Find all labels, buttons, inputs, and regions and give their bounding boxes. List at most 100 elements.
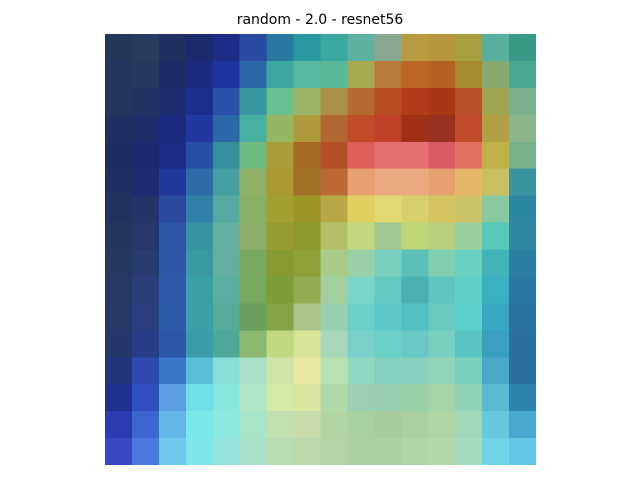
- heatmap-pixel: [294, 276, 321, 303]
- heatmap-pixel: [132, 250, 159, 277]
- heatmap-pixel: [455, 196, 482, 223]
- heatmap-pixel: [213, 61, 240, 88]
- heatmap-pixel: [455, 250, 482, 277]
- heatmap-pixel: [186, 330, 213, 357]
- heatmap-pixel: [509, 330, 536, 357]
- heatmap-pixel: [347, 330, 374, 357]
- heatmap-pixel: [374, 61, 401, 88]
- heatmap-pixel: [321, 303, 348, 330]
- heatmap-pixel-grid: [105, 34, 536, 465]
- heatmap-pixel: [132, 196, 159, 223]
- heatmap-pixel: [455, 61, 482, 88]
- heatmap-pixel: [374, 303, 401, 330]
- heatmap-pixel: [105, 357, 132, 384]
- heatmap-pixel: [347, 303, 374, 330]
- heatmap-pixel: [267, 142, 294, 169]
- heatmap-pixel: [186, 196, 213, 223]
- heatmap-pixel: [159, 357, 186, 384]
- heatmap-pixel: [132, 88, 159, 115]
- heatmap-pixel: [240, 438, 267, 465]
- heatmap-pixel: [105, 438, 132, 465]
- heatmap-pixel: [428, 196, 455, 223]
- heatmap-pixel: [401, 196, 428, 223]
- heatmap-pixel: [428, 115, 455, 142]
- heatmap-pixel: [401, 61, 428, 88]
- heatmap-pixel: [240, 61, 267, 88]
- heatmap-pixel: [347, 34, 374, 61]
- heatmap-pixel: [294, 115, 321, 142]
- heatmap-pixel: [186, 276, 213, 303]
- heatmap-pixel: [482, 223, 509, 250]
- heatmap-pixel: [105, 88, 132, 115]
- heatmap-pixel: [132, 61, 159, 88]
- heatmap-pixel: [240, 142, 267, 169]
- heatmap-pixel: [186, 223, 213, 250]
- heatmap-pixel: [321, 61, 348, 88]
- heatmap-pixel: [401, 438, 428, 465]
- heatmap-pixel: [509, 61, 536, 88]
- heatmap-pixel: [482, 115, 509, 142]
- heatmap-pixel: [294, 196, 321, 223]
- heatmap-pixel: [321, 142, 348, 169]
- heatmap-pixel: [455, 169, 482, 196]
- heatmap-pixel: [428, 438, 455, 465]
- heatmap-pixel: [159, 276, 186, 303]
- heatmap-pixel: [428, 384, 455, 411]
- heatmap-pixel: [294, 438, 321, 465]
- heatmap-pixel: [401, 223, 428, 250]
- heatmap-pixel: [213, 330, 240, 357]
- heatmap-pixel: [374, 115, 401, 142]
- heatmap-pixel: [132, 142, 159, 169]
- heatmap-pixel: [186, 438, 213, 465]
- heatmap-pixel: [455, 303, 482, 330]
- heatmap-pixel: [213, 276, 240, 303]
- heatmap-pixel: [186, 34, 213, 61]
- heatmap-pixel: [321, 438, 348, 465]
- heatmap-pixel: [294, 169, 321, 196]
- heatmap-pixel: [428, 250, 455, 277]
- heatmap-pixel: [401, 115, 428, 142]
- heatmap-pixel: [213, 88, 240, 115]
- heatmap-pixel: [428, 88, 455, 115]
- heatmap-pixel: [321, 357, 348, 384]
- heatmap-pixel: [509, 142, 536, 169]
- heatmap-pixel: [482, 411, 509, 438]
- heatmap-pixel: [482, 303, 509, 330]
- heatmap-pixel: [294, 357, 321, 384]
- heatmap-pixel: [482, 250, 509, 277]
- heatmap-pixel: [240, 34, 267, 61]
- heatmap-pixel: [294, 34, 321, 61]
- heatmap-pixel: [455, 330, 482, 357]
- heatmap-pixel: [132, 438, 159, 465]
- heatmap-pixel: [347, 411, 374, 438]
- heatmap-pixel: [428, 142, 455, 169]
- heatmap-pixel: [321, 223, 348, 250]
- heatmap-pixel: [401, 276, 428, 303]
- heatmap-pixel: [213, 34, 240, 61]
- heatmap-pixel: [428, 303, 455, 330]
- heatmap-pixel: [374, 357, 401, 384]
- heatmap-pixel: [347, 438, 374, 465]
- heatmap-pixel: [509, 411, 536, 438]
- heatmap-pixel: [428, 330, 455, 357]
- heatmap-pixel: [159, 115, 186, 142]
- heatmap-pixel: [509, 88, 536, 115]
- heatmap-pixel: [482, 384, 509, 411]
- heatmap-pixel: [159, 34, 186, 61]
- heatmap-pixel: [105, 384, 132, 411]
- heatmap-pixel: [321, 330, 348, 357]
- heatmap-pixel: [455, 88, 482, 115]
- heatmap-pixel: [455, 384, 482, 411]
- heatmap-pixel: [455, 276, 482, 303]
- heatmap-pixel: [347, 357, 374, 384]
- heatmap-pixel: [240, 169, 267, 196]
- heatmap-pixel: [482, 142, 509, 169]
- heatmap-pixel: [213, 384, 240, 411]
- heatmap-pixel: [509, 276, 536, 303]
- heatmap-pixel: [482, 196, 509, 223]
- heatmap-pixel: [240, 303, 267, 330]
- heatmap-pixel: [321, 34, 348, 61]
- heatmap-pixel: [132, 303, 159, 330]
- heatmap-pixel: [428, 34, 455, 61]
- heatmap-pixel: [294, 330, 321, 357]
